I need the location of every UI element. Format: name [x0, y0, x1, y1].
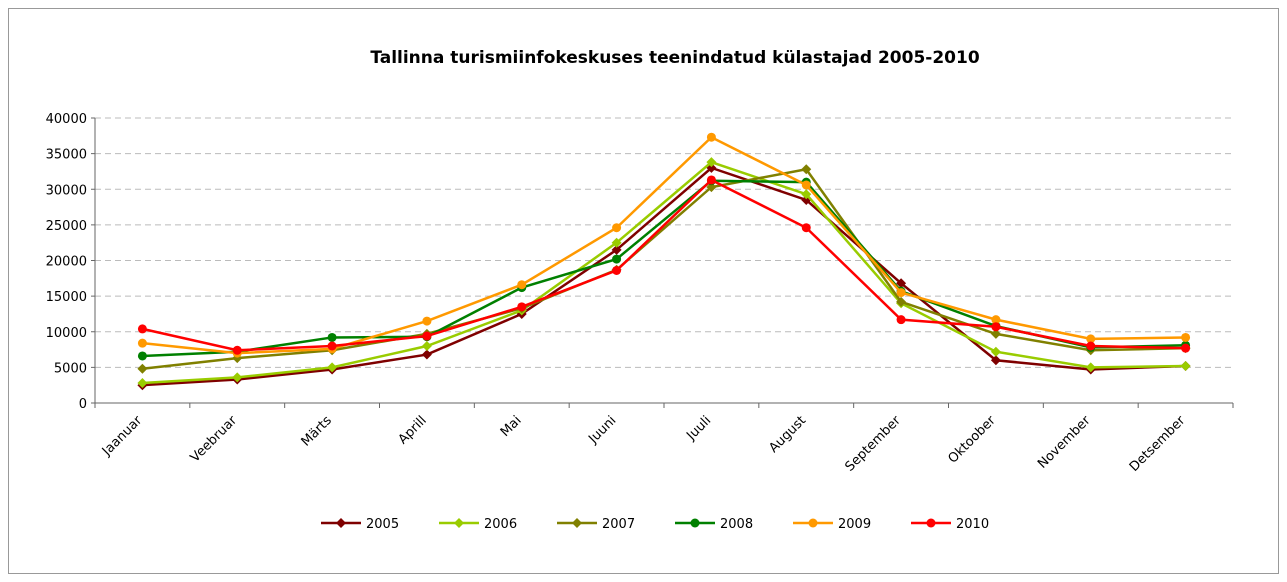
data-point	[421, 349, 432, 360]
series-line	[142, 167, 1186, 371]
data-point	[612, 265, 622, 275]
data-point	[896, 278, 907, 289]
series-line	[142, 135, 1186, 355]
data-point	[990, 346, 1001, 357]
data-point	[327, 332, 337, 342]
legend-label: 2009	[838, 517, 871, 532]
data-point	[706, 182, 717, 193]
y-tick-label: 10000	[46, 326, 87, 341]
data-point	[612, 254, 622, 264]
chart-frame	[8, 8, 1279, 574]
y-tick-label: 15000	[46, 290, 87, 305]
legend-label: 2010	[956, 517, 989, 532]
series-line	[142, 166, 1186, 387]
data-point	[232, 345, 242, 355]
data-point	[801, 223, 811, 233]
data-point	[896, 288, 906, 298]
data-point	[232, 372, 243, 383]
legend-marker	[926, 518, 936, 528]
data-point	[801, 189, 812, 200]
data-point	[611, 244, 622, 255]
data-point	[1086, 341, 1096, 351]
data-point	[1086, 334, 1096, 344]
legend-marker	[336, 518, 346, 528]
legend-marker	[454, 518, 464, 528]
series-line	[142, 160, 1186, 385]
data-point	[990, 355, 1001, 366]
data-point	[896, 296, 907, 307]
y-tick-label: 20000	[46, 255, 87, 270]
data-point	[801, 164, 812, 175]
legend-marker	[572, 518, 582, 528]
legend-label: 2007	[602, 517, 635, 532]
data-point	[611, 237, 622, 248]
data-point	[1181, 343, 1191, 353]
data-point	[1181, 332, 1191, 342]
data-point	[1180, 360, 1191, 371]
y-tick-label: 35000	[46, 148, 87, 163]
legend-marker	[808, 518, 818, 528]
data-point	[801, 180, 811, 190]
data-point	[327, 362, 338, 373]
chart-title: Tallinna turismiinfokeskuses teenindatud…	[370, 48, 979, 68]
legend-label: 2005	[366, 517, 399, 532]
data-point	[422, 316, 432, 326]
data-point	[706, 132, 716, 142]
data-point	[137, 363, 148, 374]
y-tick-label: 25000	[46, 219, 87, 234]
y-tick-label: 5000	[54, 361, 87, 376]
data-point	[991, 322, 1001, 332]
data-point	[1085, 362, 1096, 373]
data-point	[137, 351, 147, 361]
legend-label: 2006	[484, 517, 517, 532]
data-point	[706, 157, 717, 168]
data-point	[612, 223, 622, 233]
data-point	[706, 175, 716, 185]
y-tick-label: 40000	[46, 112, 87, 127]
data-point	[517, 280, 527, 290]
data-point	[991, 315, 1001, 325]
data-point	[422, 331, 432, 341]
data-point	[327, 341, 337, 351]
series-line	[142, 178, 1186, 352]
data-point	[137, 324, 147, 334]
data-point	[896, 315, 906, 325]
legend-label: 2008	[720, 517, 753, 532]
data-point	[990, 328, 1001, 339]
legend-marker	[690, 518, 700, 528]
y-tick-label: 0	[79, 397, 87, 412]
data-point	[421, 341, 432, 351]
data-point	[137, 378, 148, 389]
data-point	[137, 338, 147, 348]
y-tick-label: 30000	[46, 183, 87, 198]
data-point	[517, 302, 527, 312]
